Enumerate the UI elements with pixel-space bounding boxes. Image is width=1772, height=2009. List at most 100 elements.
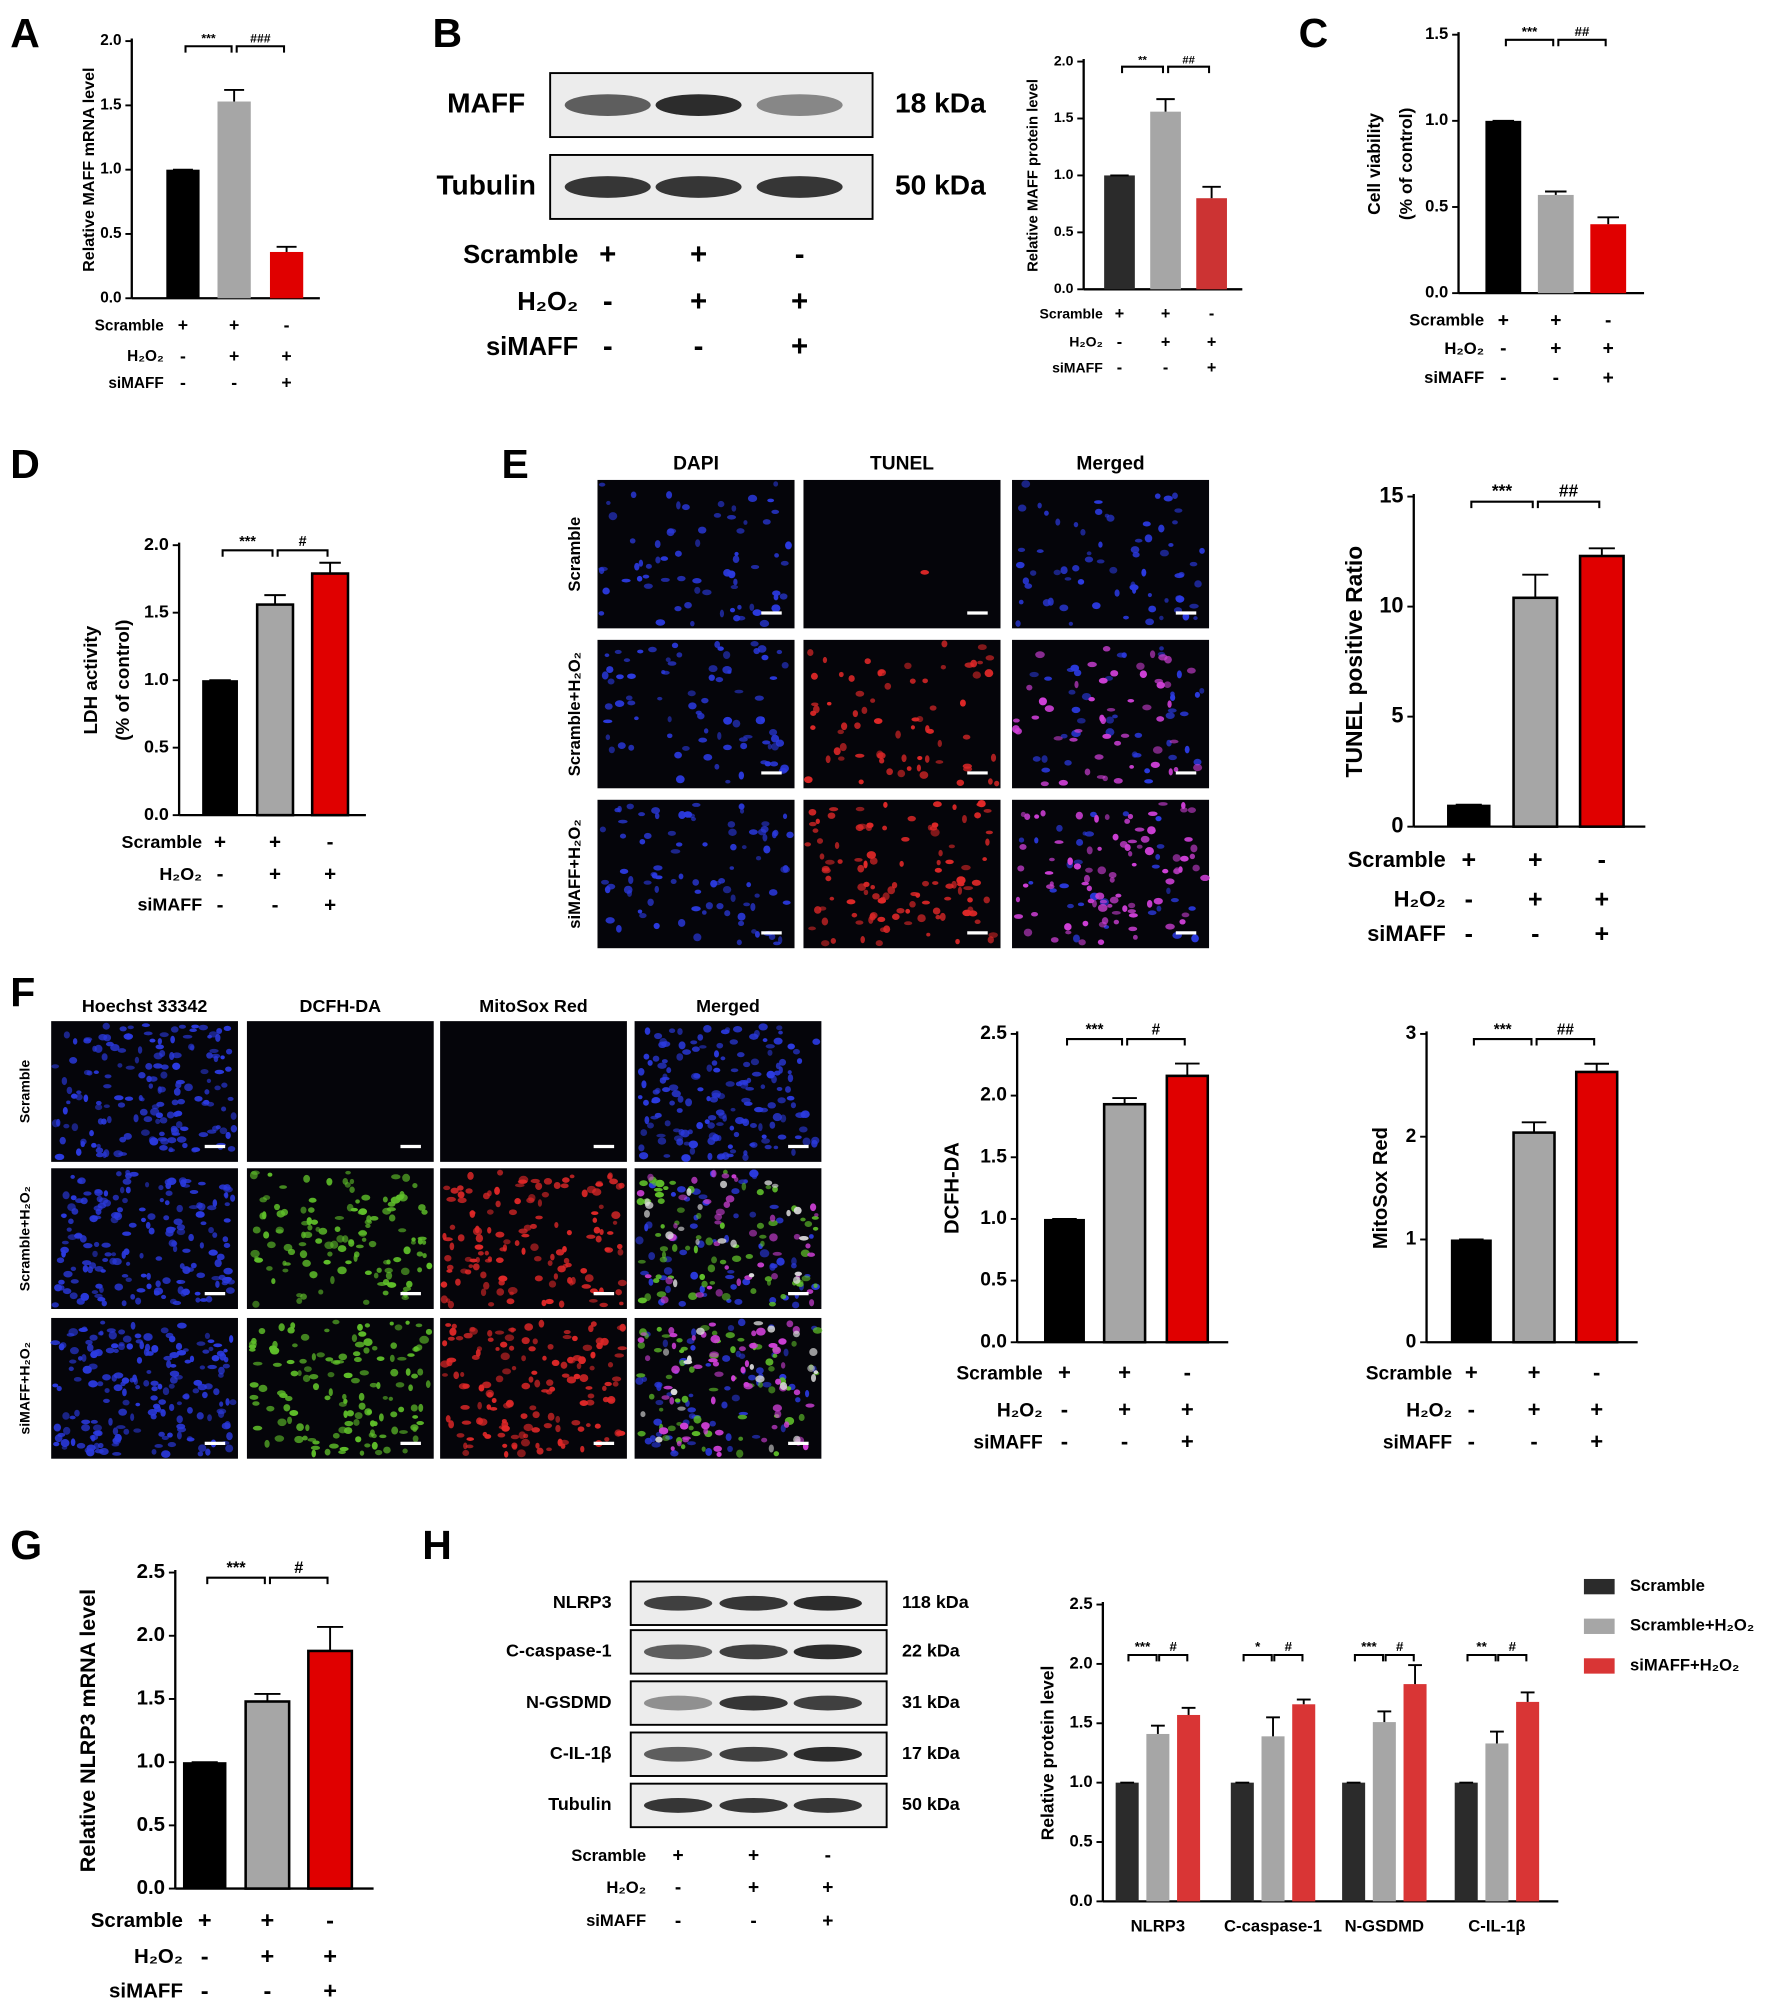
condition-mark: - [284, 315, 290, 335]
cell [1194, 691, 1200, 698]
cell [667, 661, 677, 666]
cell [445, 1323, 452, 1327]
cell [665, 1374, 673, 1380]
cell [716, 1135, 722, 1142]
cell [655, 1232, 662, 1237]
cell [455, 1336, 464, 1341]
cell [1024, 583, 1033, 589]
cell [155, 1280, 161, 1288]
cell [1054, 840, 1064, 844]
cell [96, 1143, 101, 1149]
cell [1044, 676, 1053, 681]
cell [518, 1228, 528, 1234]
cell [457, 1185, 464, 1191]
cell [300, 1206, 307, 1214]
cell [1094, 754, 1104, 760]
cell [345, 1170, 351, 1175]
row-label: Scramble [16, 1060, 32, 1123]
cell [785, 541, 792, 550]
cell [656, 1291, 667, 1298]
cell [640, 1129, 648, 1136]
cell [487, 1256, 493, 1262]
cell [450, 1187, 459, 1194]
cell [709, 1420, 716, 1427]
cell [666, 1392, 673, 1397]
condition-mark: + [1550, 310, 1561, 331]
cell [808, 1234, 814, 1239]
cell [143, 1333, 153, 1341]
cell [543, 1422, 553, 1429]
significance-label: ** [1476, 1639, 1487, 1654]
cell [1102, 646, 1111, 652]
cell [267, 1241, 276, 1249]
cell [748, 1342, 759, 1349]
cell [393, 1256, 402, 1263]
cell [287, 1248, 296, 1255]
condition-mark: - [1117, 333, 1122, 351]
cell [143, 1380, 150, 1387]
cell [549, 1386, 556, 1392]
cell [353, 1251, 360, 1258]
significance-bracket [1242, 1653, 1273, 1662]
cell [62, 1288, 72, 1295]
cell [723, 569, 732, 577]
cell [804, 1220, 813, 1227]
cell [86, 1448, 95, 1457]
cell [214, 1259, 222, 1268]
cell [1053, 569, 1061, 576]
cell [670, 1450, 679, 1457]
condition-mark: - [795, 238, 805, 271]
cell [674, 550, 682, 557]
significance-bracket [1273, 1653, 1304, 1662]
cell [495, 1257, 504, 1263]
cell [940, 664, 946, 670]
cell [762, 1381, 772, 1388]
cell [948, 844, 955, 849]
bar [1115, 1782, 1139, 1902]
cell [854, 857, 863, 862]
cell [545, 1298, 554, 1305]
blot-band [655, 176, 742, 198]
cell [858, 779, 864, 785]
cell [324, 1241, 334, 1250]
condition-mark: - [1209, 305, 1214, 323]
condition-mark: - [1465, 885, 1473, 913]
significance-bracket [1470, 500, 1534, 509]
cell [221, 1106, 227, 1112]
cell [95, 1208, 102, 1215]
cell [1106, 707, 1116, 712]
cell [713, 1445, 722, 1452]
cell [708, 1387, 719, 1392]
cell [85, 1339, 93, 1345]
cell [252, 1361, 263, 1366]
cell [302, 1374, 311, 1383]
condition-mark: + [1058, 1360, 1071, 1385]
condition-mark: + [791, 285, 808, 318]
cell [464, 1256, 472, 1262]
cell [829, 896, 835, 901]
cell [703, 1024, 712, 1033]
cell [127, 1025, 134, 1030]
cell [177, 1322, 187, 1329]
cell [623, 658, 631, 663]
bar [1516, 1701, 1540, 1902]
cell [468, 1264, 474, 1269]
cell [176, 1224, 186, 1231]
cell [787, 1043, 795, 1050]
condition-mark: - [1117, 359, 1122, 377]
cell [211, 1276, 221, 1281]
cell [653, 1032, 663, 1040]
cell [1077, 578, 1085, 585]
cell [116, 1171, 122, 1177]
cell [169, 1364, 177, 1368]
cell [783, 1348, 789, 1357]
cell [327, 1372, 335, 1378]
cell [555, 1415, 561, 1423]
significance-label: ## [1559, 480, 1579, 500]
cell [135, 1384, 141, 1390]
cell [398, 1228, 407, 1233]
cell [653, 865, 663, 871]
cell [169, 1351, 180, 1359]
cell [176, 1279, 182, 1284]
cell [325, 1357, 334, 1362]
